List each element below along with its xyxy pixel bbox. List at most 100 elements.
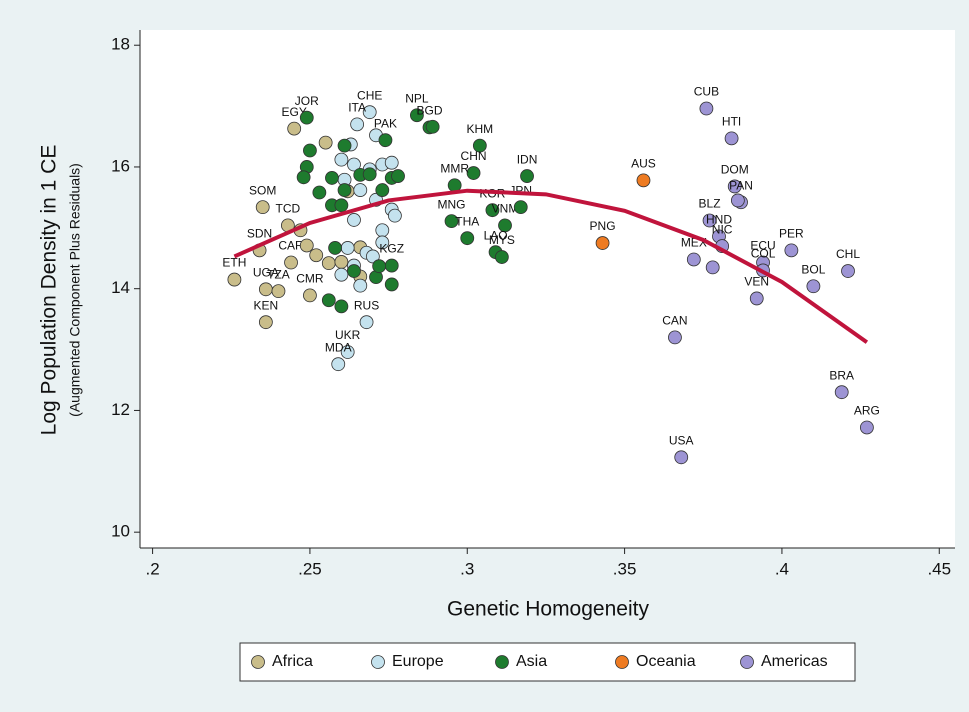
point-label: CAN — [662, 314, 687, 328]
y-tick-label: 10 — [111, 522, 130, 541]
point-label: PAK — [374, 116, 397, 130]
point — [375, 223, 390, 238]
point — [318, 135, 333, 150]
point-label: HND — [706, 213, 732, 227]
y-axis-subtitle: (Augmented Component Plus Residuals) — [67, 163, 83, 417]
point — [334, 267, 349, 282]
point-label: CMR — [296, 272, 324, 286]
point — [334, 152, 349, 167]
legend-marker — [615, 655, 629, 669]
point-label: PER — [779, 227, 804, 241]
y-tick-label: 18 — [111, 35, 130, 54]
point — [387, 208, 402, 223]
point — [494, 250, 509, 264]
point — [340, 241, 355, 255]
point-label: HTI — [722, 115, 741, 129]
point — [444, 214, 459, 229]
point — [749, 291, 764, 306]
point — [334, 255, 349, 269]
point-label: UKR — [335, 328, 361, 342]
point — [299, 110, 314, 125]
point — [391, 169, 405, 183]
point — [841, 264, 855, 278]
point — [485, 203, 500, 218]
point — [520, 169, 534, 183]
point — [724, 131, 739, 146]
legend-label: Oceania — [636, 653, 696, 670]
point-label: PAN — [729, 178, 753, 192]
point — [375, 183, 390, 197]
point — [472, 138, 487, 153]
point-label: VEN — [744, 275, 769, 289]
point-label: BRA — [829, 368, 854, 382]
point — [674, 450, 689, 465]
y-axis-title: Log Population Density in 1 CE — [38, 145, 61, 436]
point — [699, 101, 714, 116]
point-label: KEN — [254, 298, 279, 312]
point-label: THA — [455, 214, 479, 228]
point-label: PNG — [590, 219, 616, 233]
point — [668, 330, 682, 345]
point — [350, 117, 365, 132]
point-label: ARG — [854, 404, 880, 418]
point-label: NIC — [712, 222, 733, 236]
point — [513, 200, 528, 215]
point-label: CHE — [357, 88, 382, 102]
point — [362, 167, 377, 182]
point — [636, 173, 651, 188]
point-label: MDA — [325, 340, 352, 354]
point-label: BOL — [801, 262, 825, 276]
point — [328, 241, 342, 255]
x-tick-label: .35 — [613, 559, 637, 578]
x-tick-label: .25 — [298, 559, 322, 578]
point — [287, 121, 302, 136]
point — [337, 138, 352, 153]
x-tick-label: .4 — [775, 559, 789, 578]
point — [466, 166, 481, 180]
point — [347, 213, 361, 227]
point — [227, 272, 242, 287]
point — [359, 315, 374, 330]
point — [784, 243, 799, 258]
point-label: ITA — [348, 101, 366, 115]
point-label: JOR — [295, 94, 319, 108]
point — [365, 249, 380, 264]
point-label: ECU — [750, 239, 775, 253]
point — [296, 170, 311, 185]
point-label: TZA — [267, 267, 290, 281]
point — [460, 231, 475, 246]
point — [271, 284, 286, 299]
legend-label: Americas — [761, 653, 828, 670]
point — [303, 288, 317, 303]
point-label: KGZ — [379, 242, 404, 256]
point — [727, 179, 742, 194]
point-label: MMR — [440, 161, 469, 175]
point-label: MNG — [438, 197, 466, 211]
point-label: LAO — [484, 228, 508, 242]
point — [321, 256, 336, 271]
legend-marker — [251, 655, 265, 669]
x-tick-label: .45 — [927, 559, 951, 578]
y-tick-label: 16 — [111, 156, 130, 175]
point — [378, 133, 393, 148]
x-tick-label: .3 — [460, 559, 474, 578]
point — [353, 183, 368, 197]
point — [702, 213, 717, 228]
point — [806, 279, 821, 294]
point-label: CHN — [461, 149, 487, 163]
point — [331, 357, 346, 372]
point-label: VNM — [492, 202, 519, 216]
point-label: UGA — [253, 265, 279, 279]
point — [321, 293, 336, 308]
legend-label: Asia — [516, 653, 547, 670]
point — [498, 218, 512, 233]
point — [284, 255, 298, 270]
point — [425, 119, 440, 134]
fit-line — [233, 188, 869, 344]
point-label: AUS — [631, 157, 656, 171]
point-label: BLZ — [699, 197, 721, 211]
point-label: TCD — [276, 202, 301, 216]
point — [303, 143, 317, 158]
x-axis-title: Genetic Homogeneity — [447, 598, 649, 621]
